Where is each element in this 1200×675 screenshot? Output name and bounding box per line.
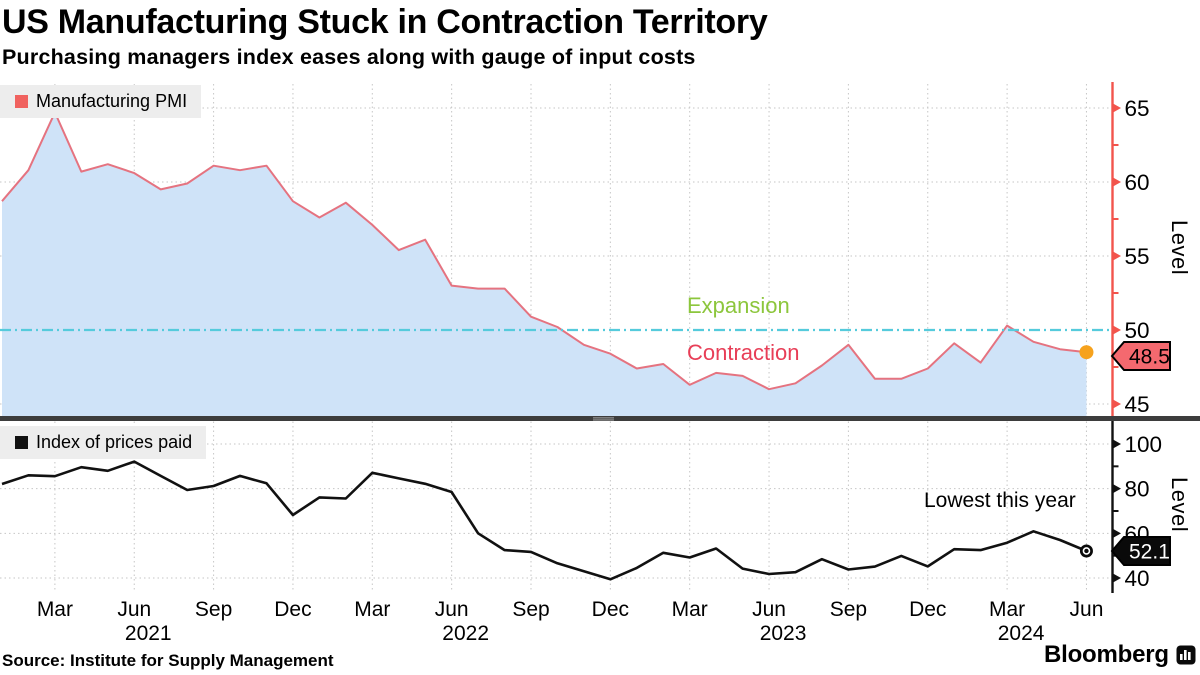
- bloomberg-logo: Bloomberg: [1044, 641, 1196, 669]
- y-tick-label: 100: [1125, 432, 1163, 457]
- year-label: 2022: [442, 622, 489, 645]
- pmi-last-value-tag: 48.5: [1110, 341, 1171, 371]
- prices-line: [1, 460, 1087, 581]
- y-tick-label: 40: [1125, 566, 1150, 591]
- pmi-legend-label: Manufacturing PMI: [36, 91, 188, 111]
- x-tick-label: Dec: [592, 598, 629, 621]
- x-tick-label: Mar: [37, 598, 73, 621]
- x-tick-label: Jun: [752, 598, 786, 621]
- separator-grip: [593, 417, 614, 419]
- separator-grip: [593, 419, 614, 421]
- contraction-zone-label: Contraction: [687, 340, 800, 365]
- major-tick: [1113, 439, 1121, 449]
- x-tick-label: Dec: [909, 598, 946, 621]
- panel-separator: [0, 416, 1200, 421]
- x-tick-label: Sep: [830, 598, 867, 621]
- year-label: 2023: [760, 622, 807, 645]
- major-tick: [1113, 528, 1121, 538]
- major-tick: [1113, 103, 1121, 113]
- major-tick: [1113, 251, 1121, 261]
- legend-manufacturing-pmi: Manufacturing PMI: [0, 85, 202, 118]
- x-tick-label: Sep: [195, 598, 232, 621]
- top-axis-title: Level: [1167, 220, 1192, 276]
- prices-legend-label: Index of prices paid: [36, 432, 193, 452]
- page-title: US Manufacturing Stuck in Contraction Te…: [2, 3, 768, 41]
- pmi-last-point-dot: [1079, 345, 1094, 360]
- y-tick-label: 55: [1125, 244, 1150, 269]
- major-tick: [1113, 325, 1121, 335]
- x-tick-label: Mar: [989, 598, 1025, 621]
- major-tick: [1113, 399, 1121, 409]
- page-subtitle: Purchasing managers index eases along wi…: [2, 45, 696, 69]
- x-tick-label: Mar: [354, 598, 390, 621]
- y-tick-label: 60: [1125, 170, 1150, 195]
- pmi-legend-swatch-icon: [15, 95, 28, 108]
- x-tick-label: Mar: [672, 598, 708, 621]
- legend-prices-paid: Index of prices paid: [0, 426, 207, 459]
- major-tick: [1113, 177, 1121, 187]
- source-credit: Source: Institute for Supply Management: [2, 651, 334, 670]
- x-tick-label: Jun: [435, 598, 469, 621]
- lowest-this-year-annotation: Lowest this year: [924, 489, 1076, 512]
- x-tick-label: Dec: [274, 598, 311, 621]
- prices-legend-swatch-icon: [15, 436, 28, 449]
- pmi-line: [1, 111, 1087, 391]
- major-tick: [1113, 484, 1121, 494]
- y-tick-label: 50: [1125, 318, 1150, 343]
- y-tick-label: 45: [1125, 392, 1150, 417]
- x-tick-label: Jun: [117, 598, 151, 621]
- year-label: 2021: [125, 622, 172, 645]
- prices-last-point-dot-ring: [1082, 547, 1091, 555]
- pmi-last-value: 48.5: [1129, 346, 1170, 369]
- prices-last-point-dot: [1079, 544, 1093, 558]
- y-tick-label: 80: [1125, 477, 1150, 502]
- pmi-area: [2, 112, 1087, 417]
- bloomberg-chart-icon: [1176, 645, 1196, 665]
- bottom-axis-title: Level: [1167, 477, 1192, 533]
- y-tick-label: 65: [1125, 96, 1150, 121]
- expansion-zone-label: Expansion: [687, 293, 790, 318]
- major-tick: [1113, 573, 1121, 583]
- bloomberg-wordmark: Bloomberg: [1044, 641, 1169, 668]
- prices-last-value: 52.1: [1129, 541, 1170, 564]
- x-tick-label: Sep: [512, 598, 549, 621]
- year-label: 2024: [998, 622, 1045, 645]
- prices-last-value-tag: 52.1: [1110, 536, 1171, 566]
- x-tick-label: Jun: [1070, 598, 1104, 621]
